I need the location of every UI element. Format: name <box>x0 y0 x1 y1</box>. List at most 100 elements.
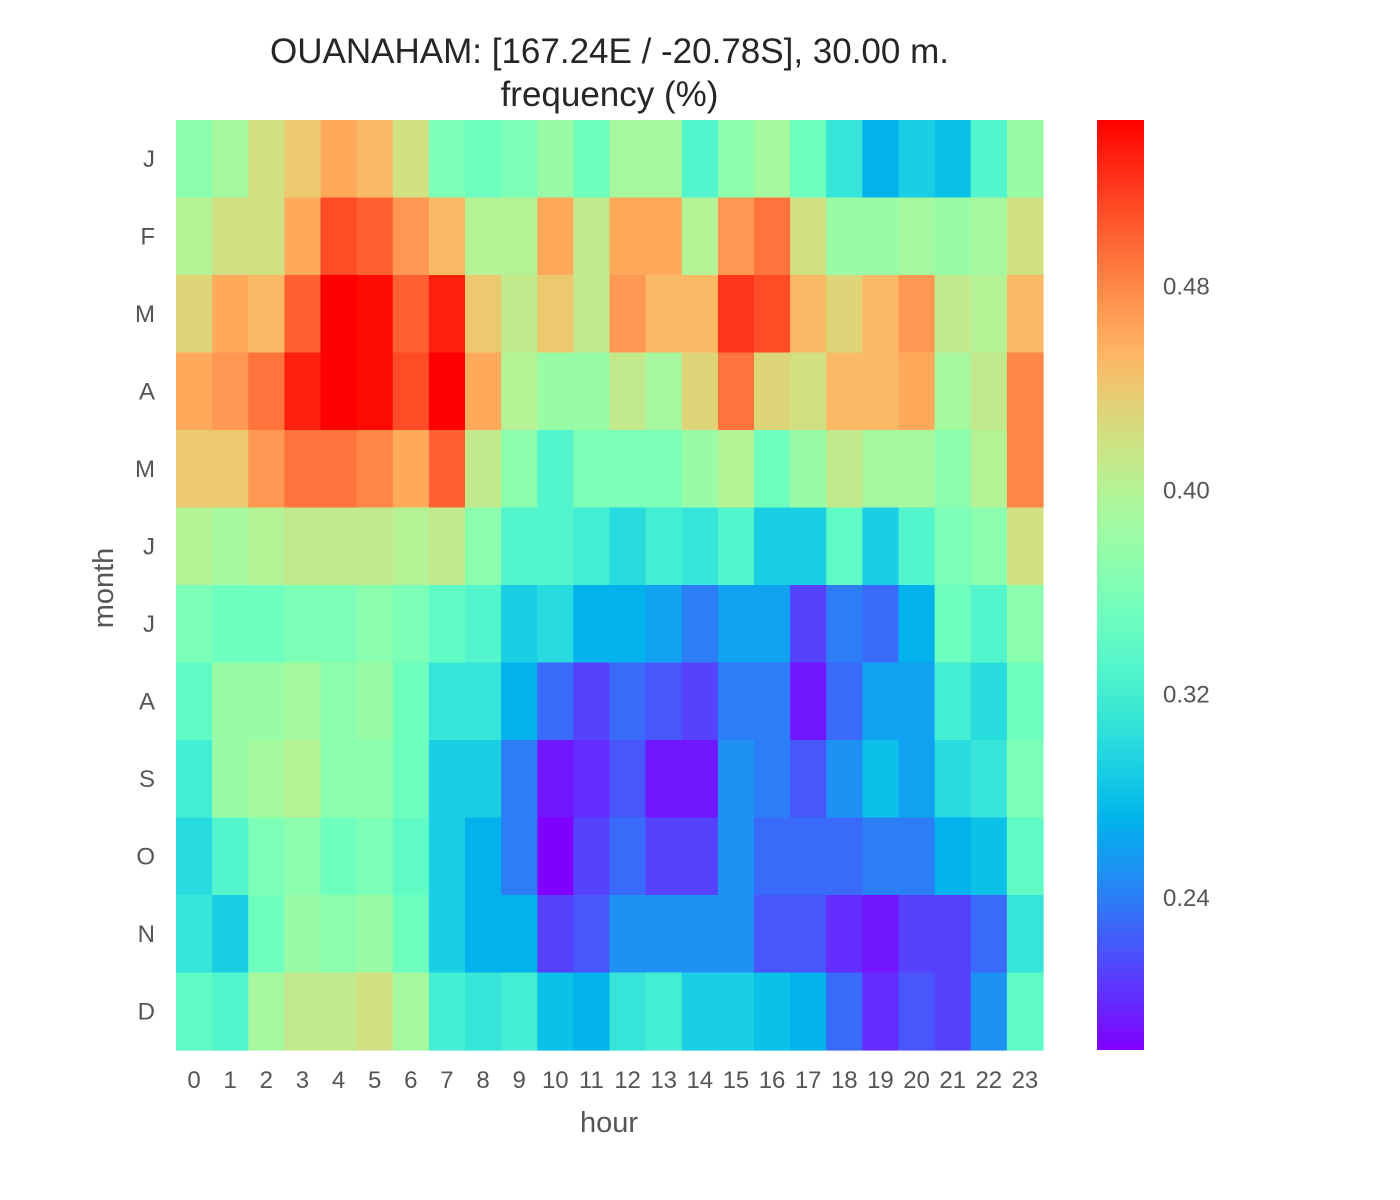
heatmap-cell <box>356 895 394 974</box>
heatmap-cell <box>501 197 538 276</box>
heatmap-cell <box>356 662 394 741</box>
x-tick-label: 9 <box>513 1067 526 1094</box>
y-tick-label: M <box>135 456 155 483</box>
heatmap-cell <box>573 197 611 276</box>
heatmap-cell <box>212 352 249 431</box>
heatmap-cell <box>934 662 972 741</box>
heatmap-cell <box>970 662 1008 741</box>
heatmap-cell <box>934 507 972 586</box>
heatmap-cell <box>790 817 827 896</box>
heatmap-cell <box>212 895 249 974</box>
y-tick-label: S <box>139 766 155 793</box>
heatmap-cell <box>284 275 322 354</box>
x-tick-label: 4 <box>332 1067 345 1094</box>
heatmap-cell <box>970 740 1008 819</box>
heatmap-cell <box>356 817 394 896</box>
heatmap-cell <box>681 585 719 664</box>
heatmap-cell <box>645 740 683 819</box>
heatmap-cell <box>428 275 466 354</box>
heatmap-cell <box>537 507 574 586</box>
heatmap-cell <box>645 972 683 1051</box>
heatmap-cell <box>392 585 430 664</box>
heatmap-cell <box>284 507 322 586</box>
heatmap-cell <box>392 430 430 509</box>
heatmap-cell <box>754 740 791 819</box>
heatmap-cell <box>501 972 538 1051</box>
heatmap-cell <box>609 430 647 509</box>
y-tick-label: M <box>135 301 155 328</box>
heatmap-cell <box>717 430 755 509</box>
heatmap-cell <box>573 507 611 586</box>
heatmap-cell <box>717 895 755 974</box>
heatmap-cell <box>862 507 900 586</box>
heatmap-cell <box>645 120 683 199</box>
heatmap-cell <box>826 120 863 199</box>
heatmap-cell <box>790 352 827 431</box>
heatmap-cell <box>862 352 900 431</box>
heatmap-cell <box>609 585 647 664</box>
heatmap-cell <box>970 197 1008 276</box>
heatmap-cell <box>681 352 719 431</box>
heatmap-cell <box>826 740 863 819</box>
x-tick-label: 7 <box>440 1067 453 1094</box>
heatmap-cell <box>862 430 900 509</box>
heatmap-cell <box>320 972 358 1051</box>
heatmap-cell <box>645 817 683 896</box>
heatmap-cell <box>501 817 538 896</box>
heatmap-cell <box>826 817 863 896</box>
heatmap-cell <box>717 740 755 819</box>
heatmap-cell <box>537 817 574 896</box>
heatmap-cell <box>1006 120 1044 199</box>
colorbar-tick-label: 0.48 <box>1163 274 1210 301</box>
x-tick-label: 6 <box>404 1067 417 1094</box>
y-tick-label: A <box>139 688 155 715</box>
heatmap-cell <box>970 817 1008 896</box>
heatmap-cell <box>428 507 466 586</box>
heatmap-cell <box>970 430 1008 509</box>
colorbar-tick-label: 0.40 <box>1163 477 1210 504</box>
heatmap-cell <box>212 817 249 896</box>
heatmap-cell <box>681 120 719 199</box>
heatmap-cell <box>1006 740 1044 819</box>
heatmap-cell <box>465 662 502 741</box>
heatmap-cell <box>862 972 900 1051</box>
heatmap-cell <box>248 895 285 974</box>
heatmap-cell <box>573 352 611 431</box>
heatmap-cell <box>609 817 647 896</box>
heatmap-cell <box>681 662 719 741</box>
heatmap-cell <box>970 120 1008 199</box>
y-tick-label: J <box>143 611 155 638</box>
x-tick-label: 2 <box>260 1067 273 1094</box>
heatmap-cell <box>717 817 755 896</box>
heatmap-cell <box>465 585 502 664</box>
heatmap-cell <box>320 740 358 819</box>
heatmap-cell <box>465 972 502 1051</box>
heatmap-cell <box>356 972 394 1051</box>
y-tick-label: J <box>143 533 155 560</box>
heatmap-cell <box>645 662 683 741</box>
heatmap-cell <box>754 585 791 664</box>
heatmap-cell <box>501 895 538 974</box>
heatmap-cell <box>465 817 502 896</box>
chart-title: OUANAHAM: [167.24E / -20.78S], 30.00 m. <box>270 32 949 71</box>
heatmap-cell <box>176 662 213 741</box>
heatmap-cell <box>826 662 863 741</box>
heatmap-cell <box>681 895 719 974</box>
y-tick-label: O <box>136 843 155 870</box>
heatmap-cell <box>754 662 791 741</box>
heatmap-cell <box>212 507 249 586</box>
heatmap-cell <box>790 972 827 1051</box>
heatmap-cell <box>284 740 322 819</box>
x-tick-labels: 0 1 2 3 4 5 6 7 8 9 10 11 12 13 14 15 16 17 18 19 20 21 22 23 <box>187 1067 1038 1094</box>
heatmap-cell <box>609 972 647 1051</box>
heatmap-cell <box>465 120 502 199</box>
heatmap-cell <box>898 972 936 1051</box>
heatmap-cell <box>428 352 466 431</box>
heatmap-cell <box>501 507 538 586</box>
heatmap-cell <box>717 662 755 741</box>
heatmap-cell <box>970 895 1008 974</box>
heatmap-cell <box>284 120 322 199</box>
heatmap-cell <box>320 352 358 431</box>
heatmap-cell <box>284 972 322 1051</box>
colorbar <box>1097 120 1144 1050</box>
